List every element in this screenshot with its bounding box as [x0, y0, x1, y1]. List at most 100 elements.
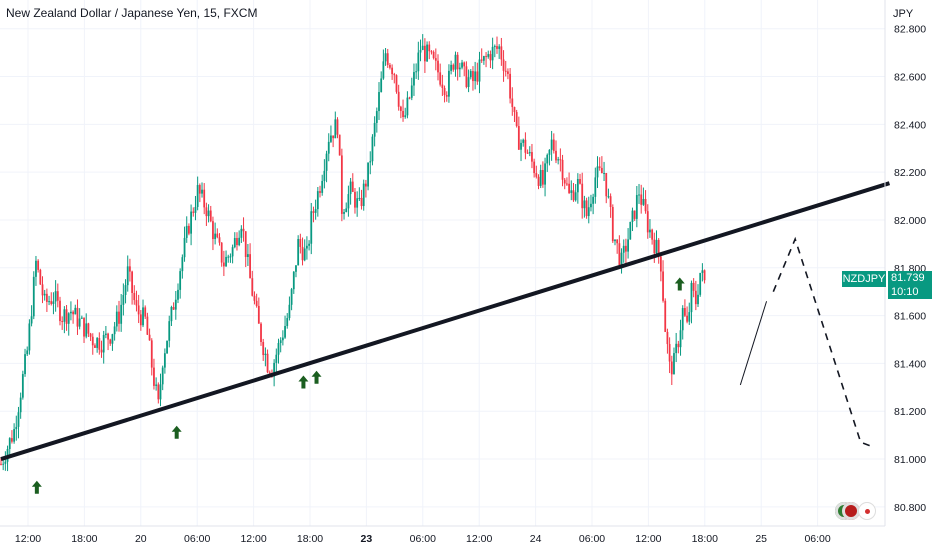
candle-body: [570, 190, 573, 193]
candle-body: [306, 245, 308, 249]
candle-body: [153, 367, 155, 386]
candle-body: [257, 305, 260, 324]
price-tick-label: 81.200: [894, 406, 926, 418]
channel-line: [739, 301, 768, 386]
candle-body: [299, 239, 302, 247]
candle-body: [238, 237, 241, 246]
flag-icon-jpy[interactable]: [842, 502, 860, 520]
candle-body: [382, 61, 385, 79]
candle-body: [629, 222, 632, 240]
candle-body: [83, 317, 85, 337]
candle-body: [504, 70, 507, 72]
candle-body: [281, 337, 284, 341]
candle-body: [703, 270, 706, 281]
candle-body: [242, 228, 245, 232]
bar-countdown: 10:10: [891, 286, 919, 298]
candle-body: [522, 139, 525, 143]
candle-body: [61, 321, 64, 323]
candle-body: [96, 338, 99, 348]
candle-body: [443, 87, 446, 95]
candle-body: [76, 307, 79, 327]
candle-body: [417, 52, 420, 72]
candle-body: [454, 54, 457, 70]
time-axis[interactable]: 12:00 18:00 20 06:00 12:00 18:00 23 06:00 12:00 2…: [15, 533, 831, 545]
time-tick-label: 12:00: [240, 533, 266, 545]
candle-body: [458, 67, 461, 70]
time-tick-label: 23: [361, 533, 373, 545]
candle-body: [537, 176, 540, 186]
candle-body: [513, 107, 516, 113]
candle-body: [598, 166, 601, 168]
candle-body: [334, 119, 337, 139]
candle-body: [109, 339, 112, 344]
candle-body: [89, 333, 92, 337]
candle-body: [310, 211, 313, 244]
up-arrow-icon: [31, 480, 42, 494]
candle-body: [185, 225, 188, 238]
candle-body: [423, 45, 426, 62]
price-axis[interactable]: 82.80082.60082.40082.20082.00081.80081.6…: [894, 24, 926, 514]
candle-body: [550, 139, 553, 150]
candle-body: [50, 301, 53, 304]
candle-body: [428, 44, 431, 52]
candle-body: [662, 271, 664, 301]
candle-body: [35, 260, 37, 277]
candle-body: [56, 291, 59, 301]
candle-body: [336, 119, 339, 135]
candle-body: [520, 142, 522, 150]
candle-body: [323, 170, 326, 181]
candle-body: [633, 210, 636, 219]
candle-body: [528, 152, 531, 154]
candle-body: [419, 50, 422, 53]
candle-body: [159, 384, 162, 400]
candle-body: [19, 397, 22, 413]
price-tick-label: 81.400: [894, 358, 926, 370]
candle-body: [297, 239, 300, 266]
drawing-overlays: [0, 181, 891, 494]
candle-body: [231, 247, 234, 257]
candle-body: [41, 284, 44, 296]
candle-body: [638, 194, 640, 196]
candle-body: [585, 200, 588, 217]
candle-body: [555, 150, 557, 161]
candle-body: [397, 91, 400, 107]
candle-body: [670, 361, 673, 375]
time-tick-label: 20: [135, 533, 147, 545]
candle-body: [487, 54, 490, 57]
candle-body: [72, 311, 75, 315]
candle-body: [325, 153, 328, 171]
candle-body: [461, 62, 463, 68]
candle-body: [618, 243, 621, 265]
time-tick-label: 06:00: [579, 533, 605, 545]
candle-body: [24, 354, 26, 375]
candle-body: [107, 333, 109, 340]
candle-body: [266, 353, 269, 373]
candle-body: [94, 345, 96, 348]
candle-body: [227, 256, 230, 258]
candle-body: [622, 245, 625, 253]
candle-body: [515, 112, 518, 127]
candle-body: [369, 161, 372, 163]
record-icon[interactable]: [858, 502, 876, 520]
time-tick-label: 25: [755, 533, 767, 545]
candle-body: [118, 311, 120, 324]
candle-body: [367, 162, 369, 187]
candle-body: [664, 300, 667, 332]
candle-body: [181, 257, 184, 272]
candle-body: [233, 238, 236, 248]
candle-body: [677, 343, 680, 348]
candle-body: [74, 307, 77, 315]
candle-body: [541, 170, 544, 185]
candle-body: [87, 323, 90, 334]
candle-body: [146, 316, 149, 335]
candle-body: [655, 239, 658, 254]
time-tick-label: 12:00: [466, 533, 492, 545]
price-tick-label: 82.600: [894, 72, 926, 84]
candle-body: [229, 256, 232, 258]
candle-body: [220, 242, 223, 263]
chart-grid: [0, 0, 885, 526]
currency-label: JPY: [893, 8, 914, 20]
candle-body: [212, 221, 214, 240]
candle-body: [52, 301, 55, 304]
